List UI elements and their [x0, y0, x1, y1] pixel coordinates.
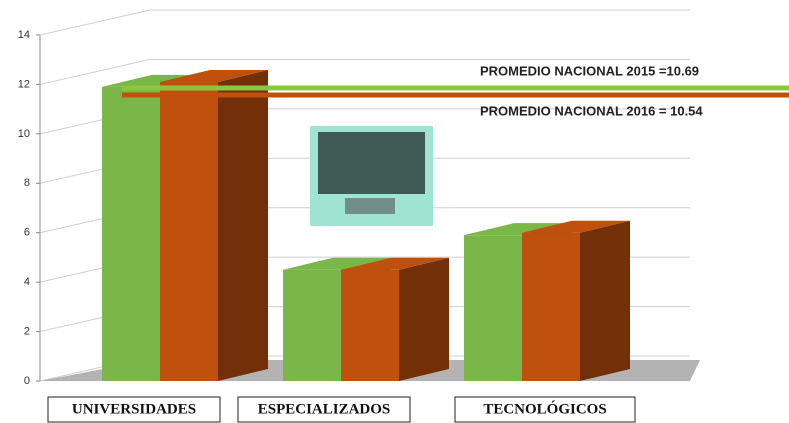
- grid-line: [39, 58, 690, 85]
- bar-side: [399, 257, 449, 381]
- bar: [341, 269, 399, 381]
- bar: [160, 81, 218, 381]
- bar: [283, 269, 341, 381]
- category-box: [454, 396, 636, 423]
- bar-top: [283, 257, 391, 270]
- bar: [522, 232, 580, 381]
- y-tick-label: 2: [24, 325, 30, 337]
- y-tick-label: 0: [24, 375, 30, 387]
- bar-top: [522, 220, 630, 233]
- annotation: PROMEDIO NACIONAL 2015 =10.69: [480, 63, 699, 78]
- x-tick-label: ESPECIALIZADOS: [258, 401, 391, 417]
- y-tick-label: 12: [18, 78, 30, 90]
- category-labels: UNIVERSIDADES ESPECIALIZADOS TECNOLÓGICOS: [47, 396, 636, 423]
- monitor-screen: [318, 132, 425, 194]
- category-box: [47, 396, 221, 423]
- bar-side: [580, 220, 630, 381]
- bars: [102, 69, 630, 382]
- y-tick-label: 10: [18, 128, 30, 140]
- y-tick-label: 4: [24, 276, 30, 288]
- bar: [102, 86, 160, 382]
- grid-line: [39, 9, 690, 36]
- x-tick-label: TECNOLÓGICOS: [483, 400, 606, 417]
- monitor-base: [345, 198, 395, 214]
- bar-top: [160, 69, 268, 82]
- y-tick-label: 8: [24, 177, 30, 189]
- bar-top: [341, 257, 449, 270]
- bar-top: [464, 223, 572, 236]
- category-box: [237, 396, 411, 423]
- y-tick-label: 6: [24, 227, 30, 239]
- bar-side: [218, 69, 268, 381]
- x-tick-label: UNIVERSIDADES: [72, 401, 196, 417]
- bar: [464, 235, 522, 381]
- annotation: PROMEDIO NACIONAL 2016 = 10.54: [480, 103, 703, 118]
- y-tick-label: 14: [18, 29, 30, 41]
